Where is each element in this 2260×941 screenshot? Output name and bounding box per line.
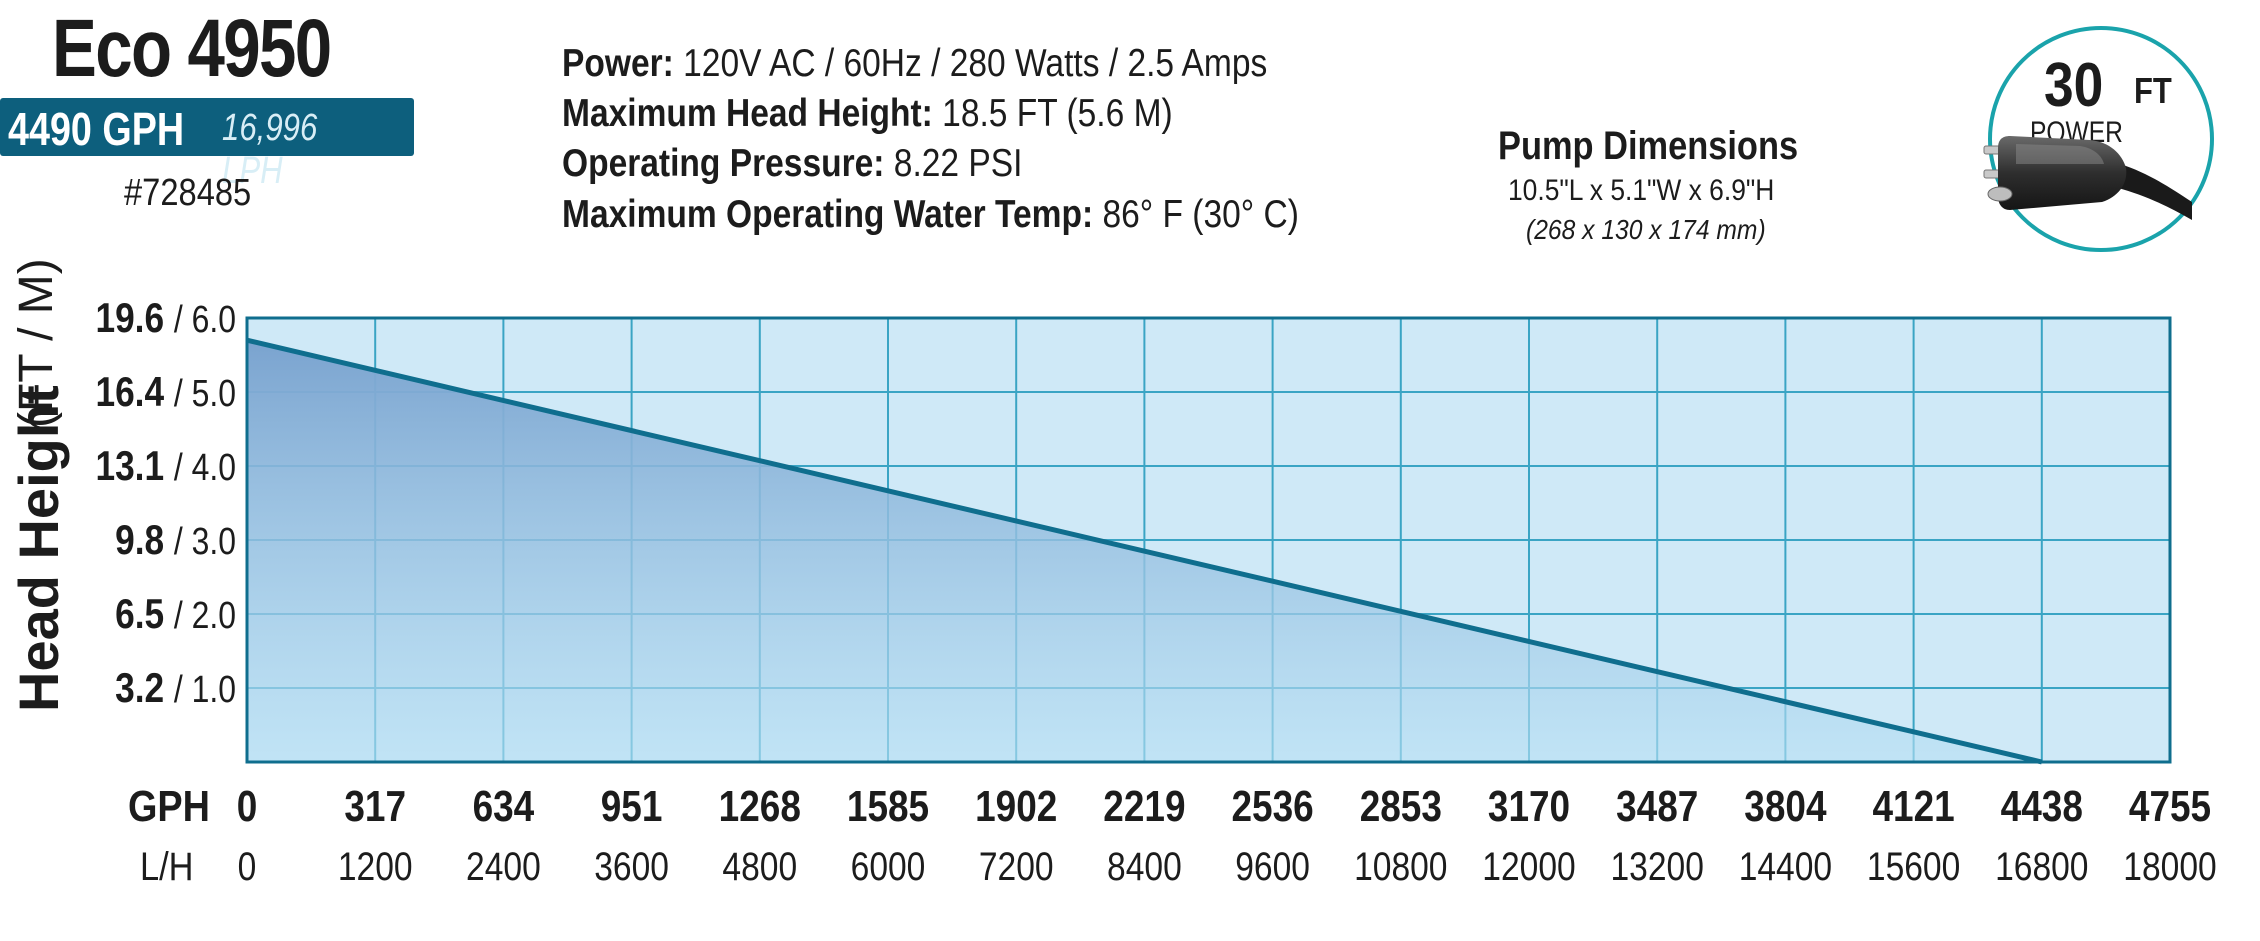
x-tick-label-gph: 4755 bbox=[2129, 781, 2211, 831]
spec-label: Maximum Head Height: bbox=[562, 92, 933, 135]
spec-max-water-temp: Maximum Operating Water Temp: 86° F (30°… bbox=[562, 193, 1299, 237]
flow-rate-gph: 4490 GPH bbox=[8, 103, 185, 155]
model-title: Eco 4950 bbox=[52, 3, 332, 94]
x-tick-label-gph: 634 bbox=[473, 781, 535, 831]
cord-length: 30 bbox=[2044, 51, 2104, 120]
spec-label: Maximum Operating Water Temp: bbox=[562, 193, 1094, 236]
x-tick-label-lh: 0 bbox=[238, 844, 257, 888]
y-tick-m: / 3.0 bbox=[174, 520, 236, 562]
y-tick-ft: 19.6 bbox=[95, 295, 173, 342]
x-tick-label-gph: 0 bbox=[237, 781, 258, 831]
part-number: #728485 bbox=[124, 172, 252, 214]
power-plug-icon bbox=[1983, 136, 2192, 220]
x-tick-label-gph: 3804 bbox=[1744, 781, 1827, 831]
dimensions-title: Pump Dimensions bbox=[1498, 124, 1799, 168]
x-tick-label-gph: 3487 bbox=[1616, 781, 1698, 831]
y-tick-ft: 3.2 bbox=[115, 665, 174, 712]
y-tick-m: / 5.0 bbox=[174, 372, 236, 414]
x-tick-label-gph: 4121 bbox=[1872, 781, 1954, 831]
plot-border bbox=[245, 316, 2172, 764]
flow-rate-badge: 4490 GPH 16,996 LPH bbox=[0, 98, 414, 192]
x-ticks: 0 0 317 1200 634 2400 951 3600 1268 4800 1585 6000 1… bbox=[237, 781, 2217, 889]
x-tick-label-gph: 2536 bbox=[1231, 781, 1313, 831]
spec-label: Operating Pressure: bbox=[562, 142, 885, 185]
x-tick-label-lh: 6000 bbox=[851, 844, 926, 888]
x-tick-label-gph: 317 bbox=[344, 781, 406, 831]
x-tick-label-gph: 2853 bbox=[1360, 781, 1442, 831]
x-axis-unit-gph: GPH bbox=[128, 781, 210, 830]
x-tick-label-gph: 951 bbox=[601, 781, 663, 831]
y-tick-ft: 16.4 bbox=[95, 369, 173, 416]
y-tick-label: 19.6 / 6.0 bbox=[95, 295, 236, 342]
x-tick-label-gph: 4438 bbox=[2001, 781, 2083, 831]
y-tick-m: / 1.0 bbox=[174, 668, 236, 710]
x-tick-label-lh: 18000 bbox=[2123, 844, 2216, 888]
spec-operating-pressure: Operating Pressure: 8.22 PSI bbox=[562, 142, 1022, 186]
x-tick-label-lh: 12000 bbox=[1482, 844, 1575, 888]
y-axis-units: (FT / M) bbox=[10, 258, 63, 428]
flow-rate-lph: 16,996 LPH bbox=[222, 107, 318, 192]
x-tick-label-lh: 7200 bbox=[979, 844, 1054, 888]
y-axis-label: Head Height bbox=[7, 385, 70, 712]
y-tick-ft: 13.1 bbox=[95, 443, 173, 490]
dimensions-metric: (268 x 130 x 174 mm) bbox=[1526, 214, 1766, 245]
x-tick-label-lh: 2400 bbox=[466, 844, 541, 888]
x-tick-label-gph: 1585 bbox=[847, 781, 929, 831]
y-tick-label: 3.2 / 1.0 bbox=[115, 665, 236, 712]
x-tick-label-lh: 1200 bbox=[338, 844, 413, 888]
spec-label: Power: bbox=[562, 42, 674, 85]
x-tick-label-lh: 16800 bbox=[1995, 844, 2088, 888]
x-tick-label-lh: 13200 bbox=[1611, 844, 1704, 888]
x-tick-label-lh: 15600 bbox=[1867, 844, 1960, 888]
spec-value: 8.22 PSI bbox=[884, 142, 1023, 185]
y-tick-label: 9.8 / 3.0 bbox=[115, 517, 236, 564]
y-tick-ft: 6.5 bbox=[115, 591, 174, 638]
x-tick-label-lh: 8400 bbox=[1107, 844, 1182, 888]
spec-value: 86° F (30° C) bbox=[1093, 193, 1299, 236]
y-tick-m: / 2.0 bbox=[174, 594, 236, 636]
y-tick-label: 13.1 / 4.0 bbox=[95, 443, 236, 490]
spec-value: 18.5 FT (5.6 M) bbox=[932, 92, 1173, 135]
y-tick-ft: 9.8 bbox=[115, 517, 174, 564]
cord-unit: FT bbox=[2134, 70, 2172, 111]
dimensions-imperial: 10.5"L x 5.1"W x 6.9"H bbox=[1508, 174, 1775, 207]
x-tick-label-gph: 1268 bbox=[719, 781, 801, 831]
x-tick-label-gph: 1902 bbox=[975, 781, 1057, 831]
y-tick-label: 16.4 / 5.0 bbox=[95, 369, 236, 416]
y-tick-label: 6.5 / 2.0 bbox=[115, 591, 236, 638]
spec-value: 120V AC / 60Hz / 280 Watts / 2.5 Amps bbox=[673, 42, 1268, 85]
y-tick-m: / 4.0 bbox=[174, 446, 236, 488]
x-tick-label-lh: 3600 bbox=[594, 844, 669, 888]
performance-curve bbox=[246, 337, 2043, 765]
x-tick-label-lh: 4800 bbox=[722, 844, 797, 888]
y-tick-m: / 6.0 bbox=[174, 298, 236, 340]
x-tick-label-gph: 3170 bbox=[1488, 781, 1570, 831]
spec-power: Power: 120V AC / 60Hz / 280 Watts / 2.5 … bbox=[562, 42, 1267, 86]
x-axis-unit-lh: L/H bbox=[140, 844, 194, 889]
x-tick-label-gph: 2219 bbox=[1103, 781, 1185, 831]
x-tick-label-lh: 14400 bbox=[1739, 844, 1832, 888]
spec-max-head-height: Maximum Head Height: 18.5 FT (5.6 M) bbox=[562, 92, 1173, 136]
x-tick-label-lh: 9600 bbox=[1235, 844, 1310, 888]
x-tick-label-lh: 10800 bbox=[1354, 844, 1447, 888]
y-ticks: 19.6 / 6.016.4 / 5.013.1 / 4.09.8 / 3.06… bbox=[95, 295, 236, 712]
